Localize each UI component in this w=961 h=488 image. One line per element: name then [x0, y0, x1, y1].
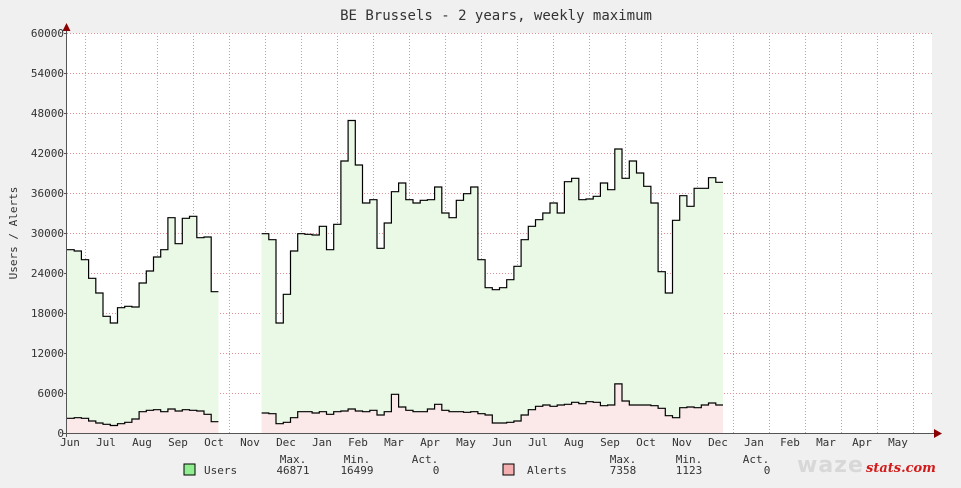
x-tick-label: Aug [132, 436, 152, 449]
y-tick-label: 36000 [31, 187, 64, 200]
x-tick-label: Jun [492, 436, 512, 449]
x-axis-arrow [934, 429, 942, 438]
x-tick-label: May [888, 436, 908, 449]
y-tick-label: 6000 [38, 387, 65, 400]
y-tick-labels: 0 6000 12000 18000 24000 30000 36000 42000 48000… [31, 27, 64, 440]
x-tick-label: Mar [384, 436, 404, 449]
x-tick-label: Jan [744, 436, 764, 449]
x-tick-label: Jul [528, 436, 548, 449]
x-tick-labels: Jun Jul Aug Sep Oct Nov Dec Jan Feb Mar Apr May Jun J… [60, 436, 908, 449]
x-tick-label: Jun [60, 436, 80, 449]
users-area [261, 120, 723, 433]
y-tick-label: 54000 [31, 67, 64, 80]
x-tick-label: Oct [204, 436, 224, 449]
users-line [261, 119, 723, 324]
legend: Max. Min. Act. Max. Min. Act. Users 4687… [183, 453, 771, 477]
x-tick-label: Mar [816, 436, 836, 449]
legend-users-max: 46871 [276, 464, 309, 477]
x-tick-label: Nov [672, 436, 692, 449]
x-tick-label: Jul [96, 436, 116, 449]
axes [62, 23, 942, 438]
x-tick-label: Aug [564, 436, 584, 449]
y-tick-label: 60000 [31, 27, 64, 40]
alerts-area [261, 383, 723, 433]
legend-swatch-alerts [502, 463, 515, 476]
x-tick-label: Nov [240, 436, 260, 449]
legend-header-min-users: Min. [344, 453, 371, 466]
legend-header-max-alerts: Max. [610, 453, 637, 466]
x-tick-label: Dec [276, 436, 296, 449]
legend-header-act-alerts: Act. [743, 453, 770, 466]
users-line [67, 215, 219, 324]
legend-alerts-max: 7358 [610, 464, 637, 477]
logo-sub-text: stats.com [866, 461, 936, 476]
y-tick-label: 18000 [31, 307, 64, 320]
wazestats-logo: waze stats.com [797, 453, 936, 478]
legend-users-act: 0 [433, 464, 440, 477]
legend-header-max-users: Max. [280, 453, 307, 466]
legend-swatch-users [183, 463, 196, 476]
chart-title: BE Brussels - 2 years, weekly maximum [340, 8, 652, 24]
x-tick-label: May [456, 436, 476, 449]
x-tick-label: Sep [600, 436, 620, 449]
y-axis-label: Users / Alerts [7, 187, 20, 280]
x-tick-label: Feb [348, 436, 368, 449]
x-tick-label: Oct [636, 436, 656, 449]
alerts-line [67, 408, 219, 427]
legend-alerts-min: 1123 [676, 464, 703, 477]
legend-label-alerts: Alerts [527, 464, 567, 477]
y-axis-arrow [62, 23, 71, 31]
x-tick-label: Jan [312, 436, 332, 449]
alerts-area [67, 409, 219, 433]
logo-main-text: waze [797, 453, 864, 478]
x-tick-label: Apr [420, 436, 440, 449]
x-tick-label: Apr [852, 436, 872, 449]
users-area [67, 216, 219, 433]
x-tick-label: Dec [708, 436, 728, 449]
alerts-line [261, 383, 723, 425]
x-tick-label: Feb [780, 436, 800, 449]
legend-label-users: Users [204, 464, 237, 477]
y-tick-label: 42000 [31, 147, 64, 160]
series-layer [67, 119, 723, 433]
legend-header-min-alerts: Min. [676, 453, 703, 466]
y-tick-label: 30000 [31, 227, 64, 240]
legend-alerts-act: 0 [764, 464, 771, 477]
y-tick-label: 0 [57, 427, 64, 440]
y-tick-label: 12000 [31, 347, 64, 360]
y-tick-label: 48000 [31, 107, 64, 120]
y-tick-label: 24000 [31, 267, 64, 280]
legend-users-min: 16499 [340, 464, 373, 477]
legend-header-act-users: Act. [412, 453, 439, 466]
x-tick-label: Sep [168, 436, 188, 449]
